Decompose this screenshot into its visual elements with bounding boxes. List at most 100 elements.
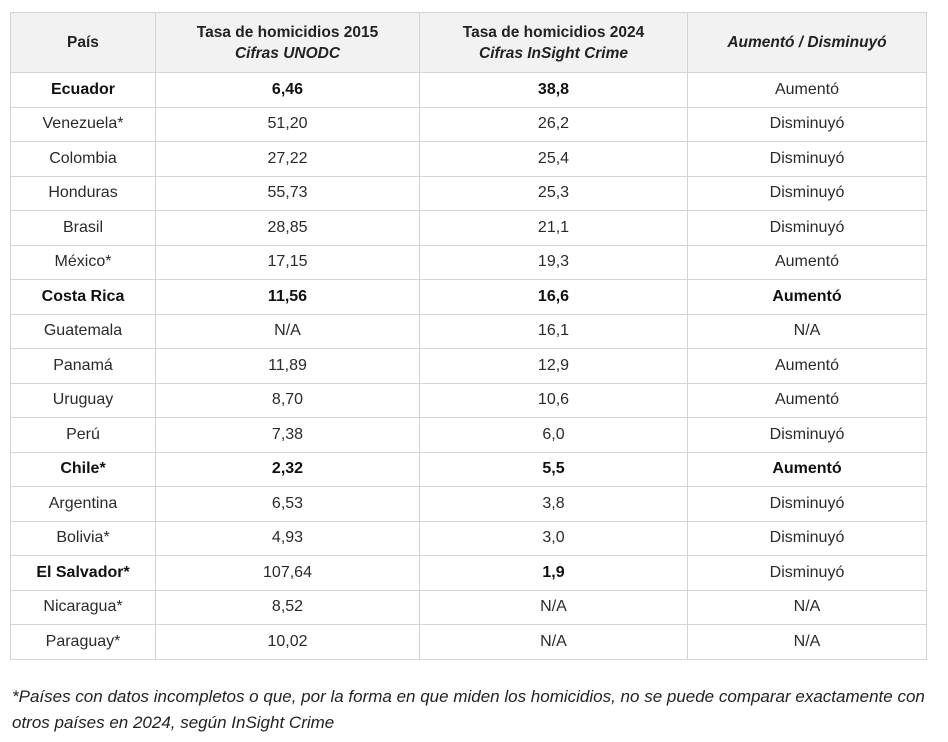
cell-rate-2024: 10,6 <box>419 382 688 418</box>
cell-rate-2024: 21,1 <box>419 210 688 246</box>
cell-country: Guatemala <box>10 313 156 349</box>
table-row: Argentina 6,53 3,8 Disminuyó <box>10 486 927 522</box>
cell-change: Disminuyó <box>687 141 927 177</box>
cell-country: Honduras <box>10 175 156 211</box>
header-change: Aumentó / Disminuyó <box>687 12 927 73</box>
table-row: Colombia 27,22 25,4 Disminuyó <box>10 141 927 177</box>
table-row: Chile* 2,32 5,5 Aumentó <box>10 451 927 487</box>
cell-rate-2024: 3,8 <box>419 486 688 522</box>
cell-rate-2024: N/A <box>419 624 688 660</box>
header-rate-2015-label: Tasa de homicidios 2015 <box>196 23 379 41</box>
cell-change: Aumentó <box>687 382 927 418</box>
cell-change: Aumentó <box>687 451 927 487</box>
cell-rate-2024: 16,1 <box>419 313 688 349</box>
cell-rate-2024: 3,0 <box>419 520 688 556</box>
header-rate-2015: Tasa de homicidios 2015 Cifras UNODC <box>155 12 420 73</box>
cell-country: México* <box>10 244 156 280</box>
cell-country: Costa Rica <box>10 279 156 315</box>
table-row: Honduras 55,73 25,3 Disminuyó <box>10 175 927 211</box>
cell-rate-2015: 17,15 <box>155 244 420 280</box>
table-row: Panamá 11,89 12,9 Aumentó <box>10 348 927 384</box>
header-rate-2024-label: Tasa de homicidios 2024 <box>462 23 645 41</box>
table-row: Brasil 28,85 21,1 Disminuyó <box>10 210 927 246</box>
header-rate-2024-source: Cifras InSight Crime <box>479 44 628 62</box>
table-row: Venezuela* 51,20 26,2 Disminuyó <box>10 106 927 142</box>
header-country: País <box>10 12 156 73</box>
cell-country: Chile* <box>10 451 156 487</box>
cell-rate-2015: 2,32 <box>155 451 420 487</box>
cell-country: Bolivia* <box>10 520 156 556</box>
table-row: Guatemala N/A 16,1 N/A <box>10 313 927 349</box>
cell-change: N/A <box>687 624 927 660</box>
cell-rate-2015: 6,46 <box>155 72 420 108</box>
cell-rate-2015: 11,56 <box>155 279 420 315</box>
cell-rate-2024: 38,8 <box>419 72 688 108</box>
cell-change: Disminuyó <box>687 175 927 211</box>
cell-rate-2024: 19,3 <box>419 244 688 280</box>
cell-rate-2015: 51,20 <box>155 106 420 142</box>
cell-country: Brasil <box>10 210 156 246</box>
cell-rate-2015: 55,73 <box>155 175 420 211</box>
cell-rate-2015: N/A <box>155 313 420 349</box>
cell-change: N/A <box>687 313 927 349</box>
cell-rate-2015: 8,52 <box>155 589 420 625</box>
cell-rate-2024: N/A <box>419 589 688 625</box>
cell-rate-2015: 28,85 <box>155 210 420 246</box>
cell-rate-2015: 11,89 <box>155 348 420 384</box>
cell-country: Ecuador <box>10 72 156 108</box>
cell-rate-2024: 16,6 <box>419 279 688 315</box>
cell-change: Aumentó <box>687 72 927 108</box>
cell-country: Venezuela* <box>10 106 156 142</box>
cell-rate-2024: 26,2 <box>419 106 688 142</box>
cell-country: Uruguay <box>10 382 156 418</box>
cell-rate-2015: 7,38 <box>155 417 420 453</box>
cell-change: Disminuyó <box>687 106 927 142</box>
cell-country: Colombia <box>10 141 156 177</box>
cell-change: N/A <box>687 589 927 625</box>
cell-change: Disminuyó <box>687 555 927 591</box>
header-country-label: País <box>67 34 99 51</box>
cell-country: Paraguay* <box>10 624 156 660</box>
table-row: Paraguay* 10,02 N/A N/A <box>10 624 927 660</box>
cell-change: Aumentó <box>687 348 927 384</box>
table-row: El Salvador* 107,64 1,9 Disminuyó <box>10 555 927 591</box>
table-row: Nicaragua* 8,52 N/A N/A <box>10 589 927 625</box>
cell-rate-2015: 107,64 <box>155 555 420 591</box>
table-row: Uruguay 8,70 10,6 Aumentó <box>10 382 927 418</box>
cell-country: El Salvador* <box>10 555 156 591</box>
cell-change: Aumentó <box>687 279 927 315</box>
cell-rate-2024: 12,9 <box>419 348 688 384</box>
header-rate-2024: Tasa de homicidios 2024 Cifras InSight C… <box>419 12 688 73</box>
homicide-rate-table: País Tasa de homicidios 2015 Cifras UNOD… <box>10 12 927 660</box>
cell-rate-2024: 5,5 <box>419 451 688 487</box>
cell-rate-2015: 6,53 <box>155 486 420 522</box>
cell-rate-2015: 10,02 <box>155 624 420 660</box>
cell-rate-2015: 4,93 <box>155 520 420 556</box>
table-row: Costa Rica 11,56 16,6 Aumentó <box>10 279 927 315</box>
cell-change: Aumentó <box>687 244 927 280</box>
table-header-row: País Tasa de homicidios 2015 Cifras UNOD… <box>10 12 927 73</box>
cell-rate-2024: 25,3 <box>419 175 688 211</box>
cell-country: Panamá <box>10 348 156 384</box>
table-body: Ecuador 6,46 38,8 Aumentó Venezuela* 51,20 26,… <box>10 72 927 660</box>
header-change-label: Aumentó / Disminuyó <box>727 34 887 51</box>
cell-country: Argentina <box>10 486 156 522</box>
cell-change: Disminuyó <box>687 210 927 246</box>
table-row: Perú 7,38 6,0 Disminuyó <box>10 417 927 453</box>
footnote: *Países con datos incompletos o que, por… <box>12 687 925 732</box>
cell-rate-2024: 1,9 <box>419 555 688 591</box>
cell-change: Disminuyó <box>687 520 927 556</box>
cell-change: Disminuyó <box>687 417 927 453</box>
cell-rate-2015: 27,22 <box>155 141 420 177</box>
cell-rate-2015: 8,70 <box>155 382 420 418</box>
cell-rate-2024: 25,4 <box>419 141 688 177</box>
cell-change: Disminuyó <box>687 486 927 522</box>
table-row: México* 17,15 19,3 Aumentó <box>10 244 927 280</box>
table-row: Ecuador 6,46 38,8 Aumentó <box>10 72 927 108</box>
cell-rate-2024: 6,0 <box>419 417 688 453</box>
header-rate-2015-source: Cifras UNODC <box>234 44 341 62</box>
cell-country: Perú <box>10 417 156 453</box>
cell-country: Nicaragua* <box>10 589 156 625</box>
table-row: Bolivia* 4,93 3,0 Disminuyó <box>10 520 927 556</box>
